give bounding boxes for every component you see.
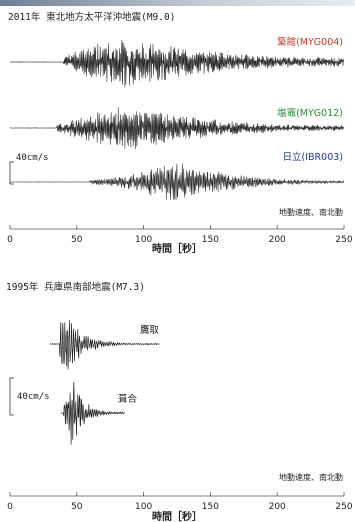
x-tick-label: 150 (202, 235, 219, 245)
x-tick-label: 250 (335, 235, 352, 245)
panel-1995-scale-label: 40cm/s (17, 392, 50, 402)
station-label-ibr003: 日立(IBR003) (283, 151, 343, 163)
panel-1995: 1995年 兵庫県南部地震(M7.3) 鷹取 葺合 40cm/s 地動速度、南北… (6, 281, 353, 522)
trace-fukiai (60, 381, 125, 445)
trace-myg012 (9, 107, 345, 150)
x-tick-label: 200 (269, 502, 286, 512)
panel-2011-component-note: 地動速度、南北動 (279, 207, 343, 217)
trace-myg004 (9, 39, 345, 88)
title-bar-decoration (0, 0, 355, 6)
x-tick-label: 50 (71, 502, 83, 512)
x-tick-label: 0 (7, 502, 13, 512)
panel-2011-scale-bar (9, 161, 14, 185)
trace-ibr003 (9, 163, 345, 201)
station-label-myg012: 塩竈(MYG012) (277, 107, 343, 119)
x-tick-label: 150 (202, 502, 219, 512)
panel-1995-x-label: 時間［秒］ (152, 510, 202, 522)
station-label-fukiai: 葺合 (118, 393, 138, 405)
panel-1995-traces (49, 320, 160, 445)
x-tick-label: 100 (135, 235, 152, 245)
x-tick-label: 100 (135, 502, 152, 512)
panel-2011-title: 2011年 東北地方太平洋沖地震(M9.0) (8, 11, 175, 23)
panel-1995-component-note: 地動速度、南北動 (279, 472, 343, 482)
panel-2011-x-ticks: 0 50 100 150 200 250 (7, 225, 353, 245)
panel-2011-x-label: 時間［秒］ (152, 242, 202, 255)
x-tick-label: 250 (335, 502, 352, 512)
panel-1995-scale-bar (9, 377, 14, 416)
station-label-myg004: 築館(MYG004) (277, 36, 343, 48)
x-tick-label: 0 (7, 235, 13, 245)
panel-1995-x-ticks: 0 50 100 150 200 250 (7, 492, 353, 512)
trace-takatori (49, 320, 160, 370)
panel-1995-title: 1995年 兵庫県南部地震(M7.3) (6, 281, 145, 293)
x-tick-label: 200 (269, 235, 286, 245)
x-tick-label: 50 (71, 235, 83, 245)
station-label-takatori: 鷹取 (140, 324, 160, 336)
panel-2011-traces (9, 39, 345, 201)
panel-2011-scale-label: 40cm/s (16, 153, 49, 163)
panel-2011: 2011年 東北地方太平洋沖地震(M9.0) 築館(MYG004) 塩竈(MYG… (7, 11, 353, 255)
